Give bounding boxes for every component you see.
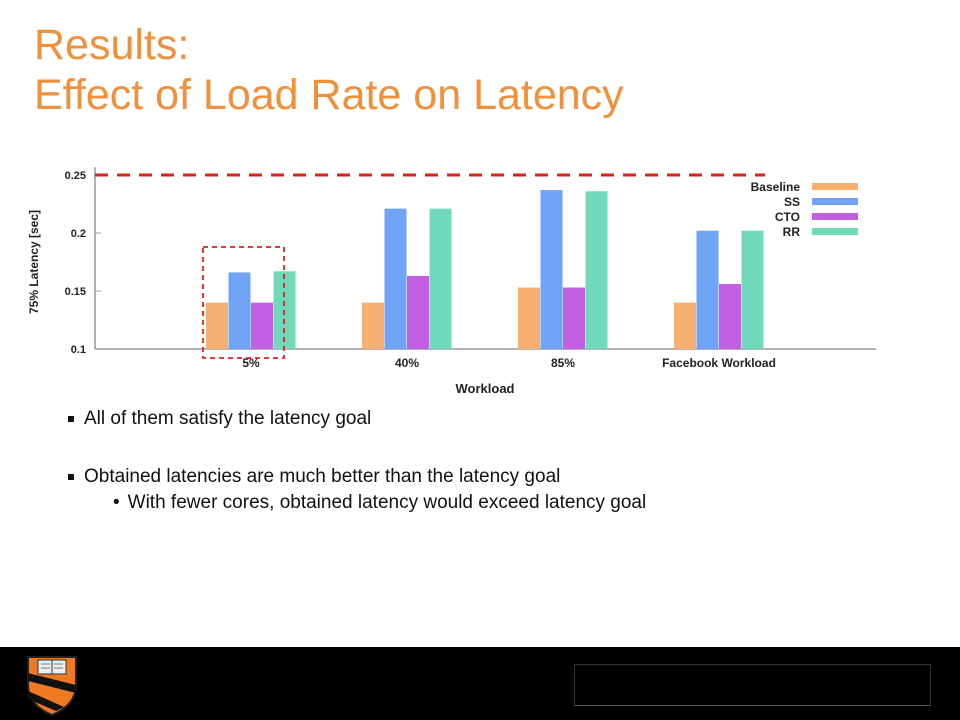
legend-swatch-cto <box>812 213 858 220</box>
bullet-list: All of them satisfy the latency goal Obt… <box>68 406 928 516</box>
sub-bullet-text: With fewer cores, obtained latency would… <box>127 492 647 513</box>
bar-baseline-1 <box>362 302 384 349</box>
x-tick-label: Facebook Workload <box>662 356 776 370</box>
bullet-item-2: Obtained latencies are much better than … <box>68 464 928 490</box>
round-bullet-icon: • <box>113 492 120 513</box>
y-tick-label: 0.15 <box>65 286 86 298</box>
x-tick-label: 40% <box>395 356 419 370</box>
bar-ss-0 <box>228 272 251 349</box>
sub-bullet-item: • With fewer cores, obtained latency wou… <box>113 490 928 516</box>
legend-swatch-baseline <box>812 183 858 190</box>
bar-rr-3 <box>741 230 764 349</box>
legend-swatch-ss <box>812 198 858 205</box>
bar-rr-2 <box>585 191 608 349</box>
legend-label-cto: CTO <box>775 210 800 224</box>
bar-baseline-0 <box>206 302 228 349</box>
square-bullet-icon <box>68 416 74 422</box>
bar-ss-3 <box>696 230 719 349</box>
bar-baseline-3 <box>674 302 696 349</box>
highlight-box <box>202 246 285 359</box>
bar-cto-1 <box>407 275 429 349</box>
y-tick-label: 0.1 <box>71 344 86 356</box>
legend-label-ss: SS <box>784 195 800 209</box>
bar-baseline-2 <box>518 287 540 349</box>
footer-box <box>574 664 931 706</box>
x-tick-label: 5% <box>242 356 260 370</box>
x-tick-label: 85% <box>551 356 575 370</box>
bar-cto-3 <box>719 284 741 349</box>
legend-label-rr: RR <box>783 225 801 239</box>
bar-ss-2 <box>540 190 563 349</box>
slide-title: Results: Effect of Load Rate on Latency <box>34 20 624 120</box>
square-bullet-icon <box>68 474 74 480</box>
x-axis-label: Workload <box>456 381 515 396</box>
bullet-text-1: All of them satisfy the latency goal <box>84 408 372 429</box>
bar-ss-1 <box>384 208 407 349</box>
legend-label-baseline: Baseline <box>751 180 801 194</box>
legend-swatch-rr <box>812 228 858 235</box>
bullet-text-2: Obtained latencies are much better than … <box>84 466 561 487</box>
title-line-2: Effect of Load Rate on Latency <box>34 71 624 119</box>
y-axis-label: 75% Latency [sec] <box>27 210 41 314</box>
title-line-1: Results: <box>34 21 190 69</box>
y-tick-label: 0.25 <box>65 170 86 182</box>
latency-bar-chart: 0.1 0.15 0.2 0.25 75% Latency [sec] Workload 5… <box>27 167 876 396</box>
bar-cto-2 <box>563 287 585 349</box>
bullet-item-1: All of them satisfy the latency goal <box>68 406 928 432</box>
y-tick-label: 0.2 <box>71 228 86 240</box>
bar-cto-0 <box>251 302 273 349</box>
bar-rr-1 <box>429 208 452 349</box>
university-shield-logo <box>27 656 77 717</box>
